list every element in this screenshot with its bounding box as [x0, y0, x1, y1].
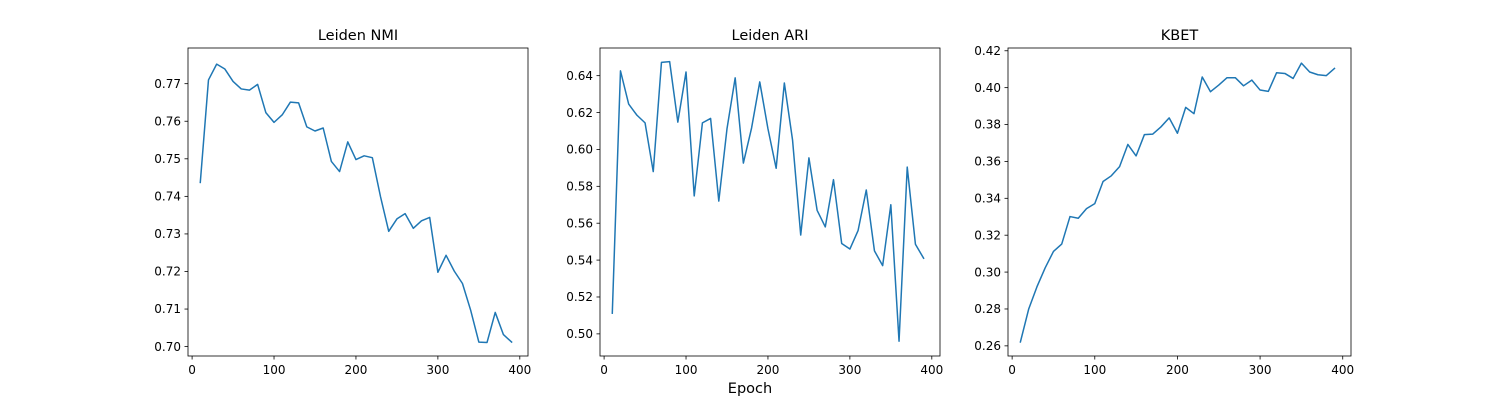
x-tick-label: 0 — [600, 363, 608, 377]
y-tick-label: 0.70 — [154, 340, 181, 354]
y-tick-label: 0.36 — [974, 155, 1001, 169]
x-tick-label: 400 — [1331, 363, 1354, 377]
y-tick-label: 0.30 — [974, 265, 1001, 279]
x-tick-label: 300 — [426, 363, 449, 377]
y-tick-label: 0.71 — [154, 302, 181, 316]
y-tick-label: 0.72 — [154, 265, 181, 279]
y-tick-label: 0.56 — [566, 216, 593, 230]
y-tick-label: 0.75 — [154, 152, 181, 166]
x-tick-label: 300 — [1249, 363, 1272, 377]
axes-frame — [1007, 47, 1352, 357]
y-tick-label: 0.32 — [974, 228, 1001, 242]
chart-title: Leiden NMI — [318, 28, 398, 44]
y-tick-label: 0.54 — [566, 253, 593, 267]
x-tick-label: 100 — [1083, 363, 1106, 377]
x-tick-label: 400 — [508, 363, 531, 377]
y-tick-label: 0.77 — [154, 77, 181, 91]
axes-frame — [187, 47, 529, 357]
y-tick-label: 0.60 — [566, 143, 593, 157]
y-tick-label: 0.52 — [566, 290, 593, 304]
y-tick-label: 0.38 — [974, 118, 1001, 132]
x-tick-label: 200 — [344, 363, 367, 377]
figure-xlabel: Epoch — [728, 381, 772, 397]
chart-panel-1: 0 100 200 300 400 0.70 0.71 0.72 0.73 0.74 0.75 0.7… — [154, 28, 531, 377]
x-tick-label: 0 — [1008, 363, 1016, 377]
series-line — [199, 63, 513, 344]
y-tick-label: 0.74 — [154, 190, 181, 204]
x-tick-label: 0 — [188, 363, 196, 377]
y-tick-label: 0.62 — [566, 106, 593, 120]
x-tick-label: 200 — [1166, 363, 1189, 377]
y-tick-label: 0.64 — [566, 69, 593, 83]
y-tick-label: 0.26 — [974, 339, 1001, 353]
y-tick-label: 0.50 — [566, 327, 593, 341]
y-tick-label: 0.34 — [974, 192, 1001, 206]
y-tick-label: 0.76 — [154, 114, 181, 128]
chart-title: KBET — [1161, 28, 1199, 44]
y-tick-label: 0.40 — [974, 81, 1001, 95]
chart-title: Leiden ARI — [732, 28, 809, 44]
x-tick-label: 100 — [263, 363, 286, 377]
axes-frame — [599, 47, 941, 357]
chart-panel-3: 0 100 200 300 400 0.26 0.28 0.30 0.32 0.34 0.36 0.3… — [974, 28, 1354, 377]
series-line — [611, 60, 925, 342]
x-tick-label: 400 — [920, 363, 943, 377]
x-tick-label: 100 — [675, 363, 698, 377]
y-tick-label: 0.28 — [974, 302, 1001, 316]
x-tick-label: 300 — [838, 363, 861, 377]
chart-panel-2: 0 100 200 300 400 0.50 0.52 0.54 0.56 0.58 0.60 0.6… — [566, 28, 943, 377]
y-tick-label: 0.73 — [154, 227, 181, 241]
series-line — [1019, 62, 1336, 343]
y-tick-label: 0.42 — [974, 44, 1001, 58]
x-tick-label: 200 — [756, 363, 779, 377]
y-tick-label: 0.58 — [566, 180, 593, 194]
